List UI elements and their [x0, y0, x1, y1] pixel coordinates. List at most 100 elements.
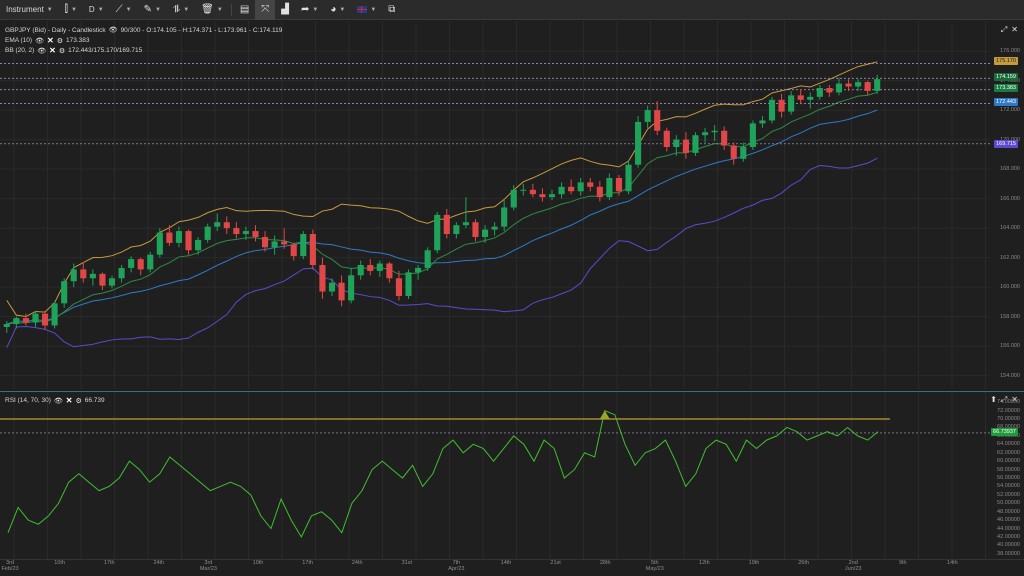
candle-body: [309, 234, 316, 265]
candle-body: [654, 110, 661, 131]
x-tick-label: 10th: [54, 560, 65, 566]
x-tick-label: 7th Apr/23: [448, 560, 465, 572]
eye-icon[interactable]: 👁: [108, 27, 118, 34]
drawing-tools-button[interactable]: ⟋ ▼: [110, 0, 138, 20]
bb-mid-line: [6, 109, 878, 325]
close-icon[interactable]: ✕: [49, 46, 56, 55]
candle-body: [424, 250, 431, 268]
eye-icon[interactable]: 👁: [37, 47, 47, 55]
timeframe-selector[interactable]: D ▼: [83, 0, 110, 20]
timeframe-label: D: [88, 5, 95, 14]
eye-icon[interactable]: 👁: [35, 37, 44, 45]
candle-body: [357, 265, 364, 276]
x-tick-label: 12th: [699, 560, 710, 566]
candle-body: [510, 189, 517, 208]
candle-body: [3, 324, 10, 327]
bb-upper-tag: 175.170: [994, 57, 1018, 65]
rsi-tick-label: 40.00000: [997, 542, 1020, 549]
indicators-button[interactable]: ⥮ ▼: [167, 0, 195, 20]
gear-icon[interactable]: ⚙: [56, 37, 63, 45]
x-tick-label: 5th May/23: [645, 560, 664, 572]
candle-body: [41, 313, 49, 326]
candle-body: [108, 278, 116, 286]
candle-body: [501, 207, 508, 227]
y-tick-label: 154.000: [1000, 372, 1020, 379]
trend-line-icon: ⟋: [115, 4, 123, 15]
instrument-label: Instrument: [6, 5, 44, 14]
close-icon[interactable]: ✕: [46, 36, 54, 45]
ema-label: EMA (10): [5, 37, 33, 44]
delete-button[interactable]: 🗑 ▼: [195, 0, 229, 20]
candle-body: [22, 318, 29, 323]
rsi-label: RSI (14, 70, 30): [5, 397, 51, 404]
candle-body: [204, 226, 211, 240]
theme-button[interactable]: ◕ ▼: [324, 0, 351, 20]
bb-value: 172.443/175.170/169.715: [68, 47, 143, 54]
rsi-value-tag: 66.73937: [991, 428, 1018, 436]
share-button[interactable]: ➦ ▼: [295, 0, 324, 20]
bb-label: BB (20, 2): [5, 47, 35, 54]
layout-button[interactable]: ▤: [234, 0, 255, 20]
rsi-tick-label: 60.00000: [997, 458, 1020, 465]
rsi-overbought-marker: [599, 410, 610, 420]
expand-icon[interactable]: ⤢: [1000, 25, 1008, 34]
candle-body: [61, 281, 68, 304]
expand-icon[interactable]: ⤢: [1000, 395, 1008, 404]
rsi-panel[interactable]: RSI (14, 70, 30) 👁 ✕ ⚙ 66.739 ⬆ ⤢ ✕ 74.0…: [0, 391, 1024, 560]
price-chart-panel[interactable]: GBPJPY (Bid) - Daily - Candlestick 👁 90/…: [0, 21, 1024, 389]
price-chart-canvas[interactable]: [0, 21, 1024, 389]
candle-body: [855, 82, 862, 87]
language-selector[interactable]: ▼: [351, 0, 382, 20]
x-tick-label: 3rd Mar/23: [199, 560, 217, 572]
candle-body: [271, 241, 278, 248]
popout-button[interactable]: ⧉: [382, 0, 401, 20]
ema-tag: 173.383: [994, 84, 1018, 92]
toolbar: Instrument ▼ ⫿ ▼ D ▼ ⟋ ▼ ✎ ▼ ⥮ ▼ 🗑 ▼ ▤ ⤧ ▟ ➦ ▼ ◕…: [0, 0, 1024, 20]
bar-chart-button[interactable]: ▟: [275, 0, 295, 20]
rsi-chart-canvas[interactable]: [0, 392, 1024, 560]
y-tick-label: 172.000: [1000, 107, 1020, 114]
candle-body: [730, 145, 737, 159]
candle-body: [290, 244, 297, 257]
candle-body: [701, 132, 709, 136]
candle-body: [319, 265, 326, 292]
move-up-icon[interactable]: ⬆: [990, 395, 997, 404]
candle-body: [223, 222, 230, 229]
trash-icon: 🗑: [201, 4, 214, 15]
gear-icon[interactable]: ⚙: [75, 397, 82, 405]
rsi-tick-label: 70.00000: [997, 416, 1020, 423]
chart-type-button[interactable]: ⫿ ▼: [59, 0, 83, 20]
candle-body: [472, 222, 479, 237]
candle-body: [807, 96, 814, 100]
candle-body: [386, 263, 393, 279]
rsi-value: 66.739: [84, 397, 105, 404]
candle-body: [348, 275, 355, 301]
candle-body: [51, 303, 58, 326]
chart-title: GBPJPY (Bid) - Daily - Candlestick: [5, 26, 106, 34]
candle-body: [835, 83, 843, 93]
x-tick-label: 14th: [947, 560, 958, 566]
rsi-tick-label: 68.00000: [997, 424, 1020, 430]
instrument-selector[interactable]: Instrument ▼: [0, 0, 59, 20]
candle-body: [768, 99, 776, 121]
gear-icon[interactable]: ⚙: [58, 47, 66, 55]
pen-tools-button[interactable]: ✎ ▼: [138, 0, 167, 20]
rsi-line: [7, 409, 879, 539]
fit-chart-button[interactable]: ⤧: [255, 0, 276, 20]
close-panel-icon[interactable]: ✕: [1011, 395, 1018, 404]
bb-mid-tag: 172.443: [994, 98, 1018, 106]
candle-body: [845, 83, 852, 87]
bb-upper-line: [6, 61, 878, 318]
ema-value: 173.383: [65, 37, 90, 44]
candle-body: [577, 182, 584, 192]
close-icon[interactable]: ✕: [65, 396, 73, 405]
candle-body: [137, 259, 144, 270]
candle-body: [864, 82, 871, 91]
eye-icon[interactable]: 👁: [53, 397, 63, 405]
toolbar-divider: [230, 3, 232, 16]
ema-legend: EMA (10) 👁 ✕ ⚙ 173.383: [5, 36, 89, 45]
popout-window-icon: ⧉: [388, 4, 396, 15]
y-tick-label: 164.000: [1000, 225, 1020, 232]
candle-body: [682, 139, 689, 153]
close-panel-icon[interactable]: ✕: [1011, 25, 1018, 34]
